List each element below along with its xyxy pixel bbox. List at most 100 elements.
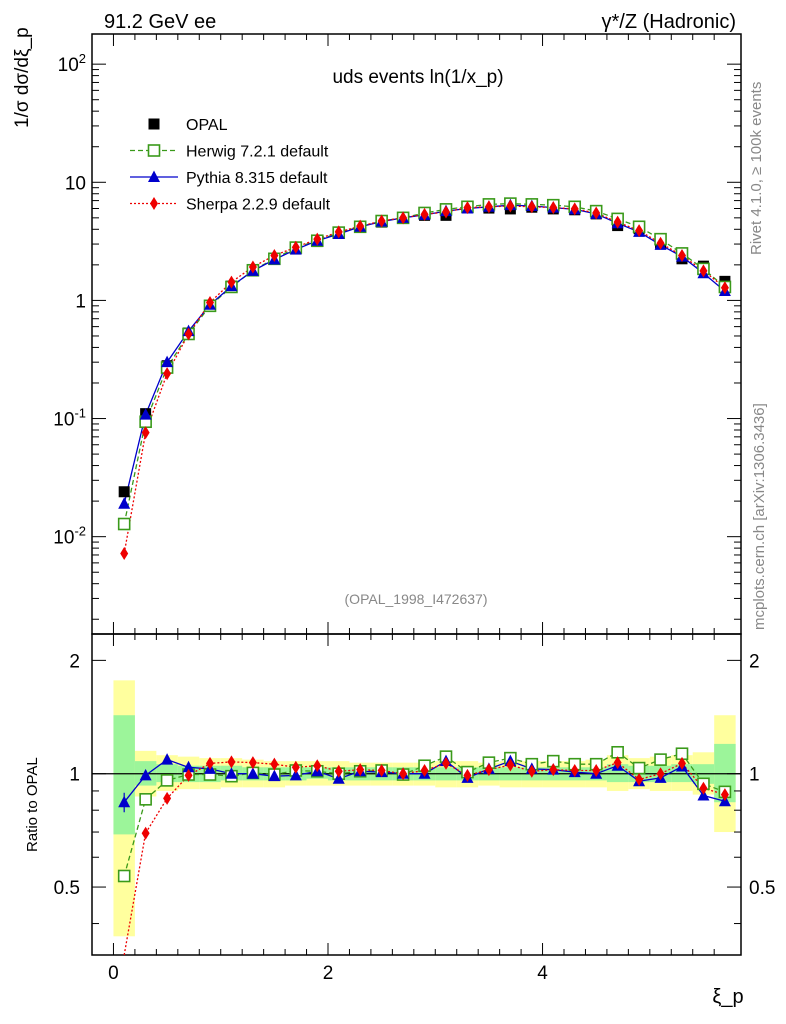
herwig-ratio-point — [117, 869, 131, 883]
mcplots-reference-label: mcplots.cern.ch [arXiv:1306.3436] — [751, 403, 768, 630]
herwig-ratio-point — [611, 745, 624, 759]
pythia-main-point — [139, 408, 152, 420]
rivet-version-label: Rivet 4.1.0, ≥ 100k events — [748, 82, 765, 255]
sherpa-ratio-point — [141, 826, 150, 840]
pythia-ratio-point — [182, 760, 195, 773]
sherpa-ratio-point — [506, 758, 515, 772]
sherpa-main-point — [248, 260, 257, 274]
ratio-ytick-label-right: 2 — [749, 651, 760, 672]
sherpa-main-point — [420, 207, 429, 221]
pythia-ratio-point — [139, 768, 152, 781]
main-ylabel: 1/σ dσ/dξ_p — [12, 27, 33, 128]
sherpa-ratio-point — [313, 759, 322, 773]
sherpa-ratio-point — [678, 756, 686, 770]
x-tick-label: 2 — [323, 963, 334, 984]
sherpa-main-point — [399, 211, 408, 225]
sherpa-main-point — [635, 224, 644, 238]
sherpa-main-point — [592, 206, 601, 220]
sherpa-ratio-point — [592, 763, 601, 777]
ratio-axes: 0.5 0.5 1 1 2 2 0 2 4 — [54, 633, 775, 984]
sherpa-ratio-point — [613, 756, 622, 770]
sherpa-ratio-point — [720, 788, 729, 802]
sherpa-main-point — [463, 201, 472, 215]
ratio-ytick-label-left: 0.5 — [54, 878, 80, 899]
sherpa-ratio-point — [248, 756, 257, 770]
x-axis-label: ξ_p — [712, 986, 743, 1008]
sherpa-ratio-point — [291, 760, 300, 774]
sherpa-ratio-point — [184, 768, 193, 782]
herwig-ratio-point — [654, 753, 667, 766]
legend: OPAL Herwig 7.2.1 default Pythia 8.315 def… — [130, 117, 331, 214]
pythia-ratio-point — [161, 753, 174, 765]
sherpa-ratio-point — [356, 763, 365, 777]
herwig-ratio-point — [139, 793, 152, 806]
pythia-ratio-point — [225, 767, 238, 779]
process-title: γ*/Z (Hadronic) — [602, 11, 736, 33]
sherpa-main-point — [291, 240, 300, 254]
sherpa-ratio-point — [635, 773, 644, 787]
pythia-ratio-point — [118, 795, 131, 808]
sherpa-main-point — [356, 219, 365, 233]
sherpa-main-point — [227, 275, 236, 289]
legend-opal-marker — [148, 118, 160, 130]
sherpa-main-point — [270, 248, 279, 262]
sherpa-ratio-point — [527, 764, 536, 778]
legend-label: Pythia 8.315 default — [186, 170, 328, 187]
sherpa-main-point — [184, 327, 193, 341]
sherpa-ratio-point — [463, 768, 472, 782]
legend-herwig-marker — [147, 144, 161, 157]
svg-text:1/σ dσ/dξ_p: 1/σ dσ/dξ_p — [12, 27, 33, 128]
pythia-ratio-point — [246, 767, 259, 779]
legend-label: Sherpa 2.2.9 default — [186, 197, 331, 214]
ratio-ytick-label-right: 1 — [749, 765, 760, 786]
sherpa-main-point — [613, 215, 622, 229]
legend-label: OPAL — [186, 117, 228, 134]
pythia-ratio-point — [268, 769, 281, 782]
main-series — [117, 197, 732, 561]
main-ylabel-text: 1/σ dσ/dξ_p — [12, 27, 33, 128]
sherpa-main-point — [206, 296, 214, 310]
herwig-main-line — [123, 202, 726, 525]
ratio-ytick-label-left: 2 — [69, 651, 80, 672]
main-ytick-label: 102 — [58, 51, 86, 76]
sherpa-main-point — [313, 232, 322, 246]
ratio-band-inner — [113, 715, 135, 835]
sherpa-main-point — [442, 205, 450, 219]
herwig-ratio-point — [160, 774, 174, 787]
sherpa-ratio-point — [163, 791, 172, 805]
sherpa-ratio-point — [484, 763, 493, 777]
sherpa-ratio-point — [227, 755, 236, 769]
analysis-tag: (OPAL_1998_I472637) — [345, 591, 488, 607]
sherpa-main-point — [484, 200, 493, 214]
sherpa-main-point — [120, 547, 129, 561]
main-ytick-label: 10 — [65, 173, 86, 194]
ratio-ylabel: Ratio to OPAL — [24, 757, 41, 852]
sherpa-ratio-point — [699, 781, 708, 795]
sherpa-ratio-point — [334, 764, 343, 778]
sherpa-ratio-point — [399, 767, 408, 781]
ratio-ytick-label-left: 1 — [69, 765, 80, 786]
sherpa-main-point — [506, 199, 515, 213]
sherpa-main-point — [163, 367, 172, 381]
ratio-ytick-label-right: 0.5 — [749, 878, 775, 899]
sherpa-main-line — [123, 205, 726, 554]
pythia-main-point — [161, 355, 174, 368]
sherpa-main-point — [656, 236, 665, 250]
pythia-ratio-point — [332, 772, 345, 784]
main-ytick-label: 1 — [75, 291, 86, 312]
ratio-series — [117, 745, 732, 956]
sherpa-main-point — [377, 214, 386, 228]
sherpa-main-point — [527, 200, 536, 214]
main-ytick-label: 10-2 — [53, 524, 86, 549]
sherpa-ratio-point — [442, 756, 450, 770]
sherpa-main-point — [570, 202, 579, 216]
sherpa-ratio-point — [549, 763, 558, 777]
pythia-main-point — [118, 497, 131, 509]
energy-title: 91.2 GeV ee — [104, 11, 216, 33]
pythia-main-line — [123, 204, 726, 504]
sherpa-main-point — [549, 201, 558, 215]
legend-pythia-marker — [148, 170, 160, 182]
sherpa-main-point — [720, 281, 729, 295]
sherpa-main-point — [334, 225, 343, 239]
